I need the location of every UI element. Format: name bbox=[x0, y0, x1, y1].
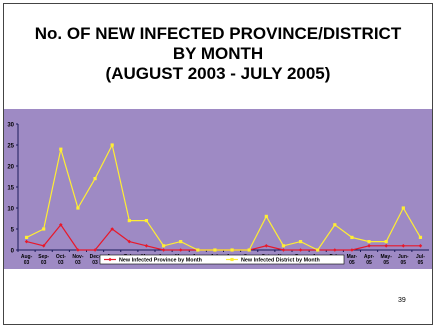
data-point bbox=[401, 206, 405, 210]
data-point bbox=[161, 244, 166, 248]
data-point bbox=[298, 248, 303, 252]
x-tick-label: Jun- bbox=[398, 254, 409, 260]
x-tick-label: 05 bbox=[418, 260, 424, 266]
data-point bbox=[316, 248, 320, 252]
y-tick-label: 15 bbox=[7, 186, 14, 192]
slide-title: No. OF NEW INFECTED PROVINCE/DISTRICT BY… bbox=[4, 24, 432, 84]
data-point bbox=[59, 223, 63, 227]
data-point bbox=[367, 244, 371, 248]
x-tick-label: Apr- bbox=[364, 254, 375, 260]
data-point bbox=[281, 244, 286, 248]
data-point bbox=[127, 239, 132, 244]
data-point bbox=[298, 240, 303, 244]
data-point bbox=[333, 223, 337, 227]
data-point bbox=[247, 248, 251, 252]
title-line-3: (AUGUST 2003 - JULY 2005) bbox=[105, 64, 331, 83]
legend-label: New Infected District by Month bbox=[241, 258, 320, 264]
x-tick-label: Nov- bbox=[72, 254, 83, 260]
data-point bbox=[350, 248, 354, 252]
legend-label: New Infected Province by Month bbox=[119, 258, 202, 264]
x-tick-label: Aug- bbox=[21, 254, 33, 260]
x-tick-label: 05 bbox=[383, 260, 389, 266]
legend-marker bbox=[108, 257, 112, 262]
data-point bbox=[264, 214, 268, 218]
data-point bbox=[144, 244, 149, 248]
data-point bbox=[196, 248, 200, 252]
y-tick-label: 30 bbox=[7, 123, 14, 129]
data-point bbox=[76, 248, 80, 252]
series-line bbox=[26, 223, 421, 251]
y-tick-label: 25 bbox=[7, 144, 14, 150]
data-point bbox=[281, 248, 286, 252]
data-point bbox=[333, 248, 337, 252]
data-point bbox=[418, 244, 423, 248]
data-point bbox=[41, 244, 46, 248]
y-tick-label: 0 bbox=[11, 249, 15, 255]
y-tick-label: 20 bbox=[7, 165, 14, 171]
data-point bbox=[144, 219, 149, 223]
x-tick-label: Dec- bbox=[90, 254, 101, 260]
x-tick-label: 03 bbox=[41, 260, 47, 266]
data-point bbox=[384, 244, 388, 248]
x-tick-label: 03 bbox=[92, 260, 98, 266]
data-point bbox=[367, 240, 371, 244]
chart-background-band bbox=[4, 109, 432, 269]
data-point bbox=[93, 177, 97, 181]
data-point bbox=[213, 248, 217, 252]
data-point bbox=[264, 244, 269, 248]
data-point bbox=[93, 248, 97, 252]
data-point bbox=[384, 240, 388, 244]
data-point bbox=[127, 219, 131, 223]
data-point bbox=[42, 227, 46, 231]
y-tick-label: 5 bbox=[11, 228, 15, 234]
series-line bbox=[26, 143, 421, 251]
data-point bbox=[59, 147, 63, 151]
data-point bbox=[178, 248, 183, 252]
data-point bbox=[418, 235, 423, 239]
data-point bbox=[179, 240, 183, 244]
data-point bbox=[350, 235, 354, 239]
x-tick-label: Sep- bbox=[38, 254, 49, 260]
data-point bbox=[110, 227, 114, 231]
x-tick-label: 03 bbox=[75, 260, 81, 266]
y-tick-label: 10 bbox=[7, 207, 14, 213]
page-number: 39 bbox=[398, 297, 406, 304]
title-line-1: No. OF NEW INFECTED PROVINCE/DISTRICT bbox=[34, 24, 402, 43]
data-point bbox=[401, 244, 406, 248]
x-tick-label: 05 bbox=[349, 260, 355, 266]
legend-marker bbox=[230, 257, 234, 262]
data-point bbox=[230, 248, 234, 252]
x-tick-label: 03 bbox=[58, 260, 64, 266]
data-point bbox=[24, 235, 29, 239]
data-point bbox=[110, 143, 114, 147]
data-point bbox=[161, 248, 166, 252]
title-line-2: BY MONTH bbox=[172, 44, 264, 63]
x-tick-label: 03 bbox=[24, 260, 30, 266]
slide: No. OF NEW INFECTED PROVINCE/DISTRICT BY… bbox=[3, 3, 433, 325]
x-tick-label: Mar- bbox=[347, 254, 358, 260]
data-point bbox=[76, 206, 80, 210]
line-chart: 051015202530Aug-03Sep-03Oct-03Nov-03Dec-… bbox=[7, 123, 429, 266]
data-point bbox=[24, 239, 29, 244]
x-tick-label: May- bbox=[380, 254, 392, 260]
x-tick-label: Oct- bbox=[56, 254, 66, 260]
legend-box bbox=[99, 254, 345, 265]
x-tick-label: 05 bbox=[401, 260, 407, 266]
x-tick-label: Jul- bbox=[416, 254, 425, 260]
x-tick-label: 05 bbox=[366, 260, 372, 266]
